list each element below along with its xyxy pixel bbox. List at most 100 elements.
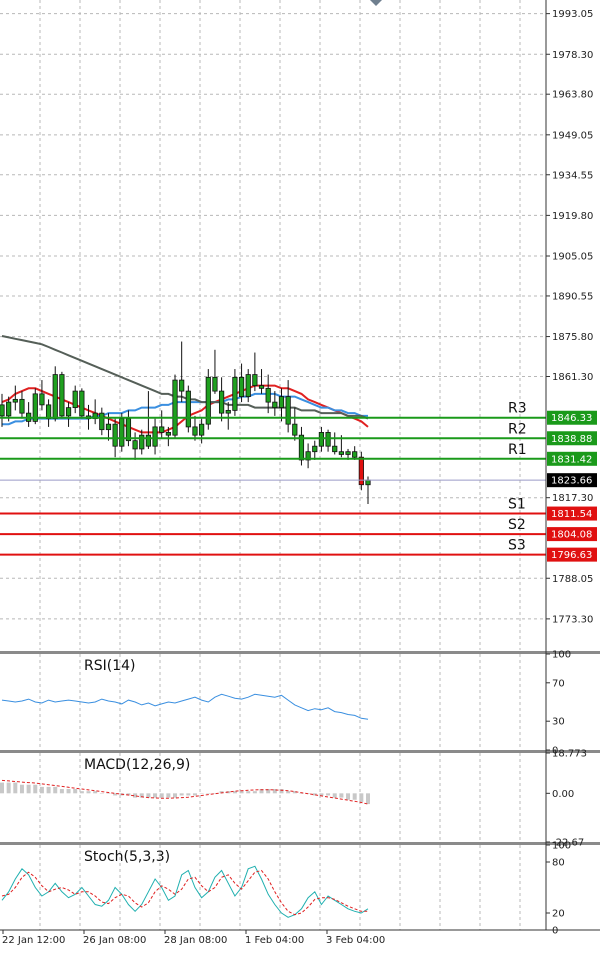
candle-body	[258, 385, 265, 389]
macd-histogram-bar	[292, 791, 297, 794]
candle-body	[265, 387, 271, 403]
macd-histogram-bar	[312, 793, 317, 796]
candle-body	[159, 426, 165, 433]
level-price-tag	[547, 410, 597, 425]
macd-histogram-bar	[46, 786, 51, 794]
y-tick-label: 1905.05	[552, 252, 593, 263]
candle-body	[298, 434, 305, 461]
macd-histogram-bar	[33, 784, 38, 794]
panel-separator	[0, 750, 600, 753]
macd-histogram-bar	[159, 793, 164, 798]
macd-histogram-bar	[232, 791, 237, 794]
candle-body	[318, 432, 325, 447]
candle-body	[212, 376, 218, 392]
candle-body	[12, 398, 18, 403]
macd-histogram-bar	[133, 793, 138, 798]
level-price-tag	[547, 506, 597, 521]
macd-histogram-bar	[86, 791, 91, 794]
macd-histogram-bar	[19, 784, 24, 794]
macd-histogram-bar	[299, 793, 304, 794]
indicator-tick-label: -22.67	[552, 838, 584, 849]
indicator-tick-label: 70	[552, 678, 565, 689]
macd-histogram-bar	[53, 786, 58, 794]
x-tick-label: 26 Jan 08:00	[83, 935, 146, 946]
macd-histogram-bar	[99, 793, 104, 794]
macd-histogram-bar	[326, 793, 331, 796]
candle-body	[278, 396, 285, 409]
indicator-title: Stoch(5,3,3)	[84, 849, 170, 865]
macd-histogram-bar	[0, 782, 4, 794]
y-tick-label: 1993.05	[552, 9, 593, 20]
indicator-line	[1, 869, 368, 916]
candle-body	[345, 451, 351, 455]
macd-histogram-bar	[139, 793, 144, 798]
candle-body	[6, 401, 12, 417]
macd-histogram-bar	[246, 791, 251, 794]
y-tick-label: 1934.55	[552, 170, 593, 181]
macd-histogram-bar	[146, 793, 151, 798]
candle-body	[72, 390, 78, 409]
macd-histogram-bar	[66, 789, 71, 794]
candle-body	[105, 423, 112, 431]
candle-body	[132, 440, 138, 450]
candle-body	[238, 376, 245, 398]
level-name-label: S3	[508, 538, 526, 554]
macd-histogram-bar	[39, 786, 44, 794]
candle-body	[172, 379, 178, 436]
macd-histogram-bar	[113, 793, 118, 796]
candle-body	[252, 374, 258, 386]
macd-histogram-bar	[332, 793, 337, 798]
y-tick-label: 1875.80	[552, 332, 593, 343]
candle-body	[205, 376, 211, 425]
macd-histogram-bar	[59, 789, 64, 794]
macd-histogram-bar	[79, 791, 84, 794]
candle-body	[358, 456, 364, 486]
y-tick-label: 1817.30	[552, 493, 593, 504]
indicator-line	[1, 865, 369, 918]
macd-histogram-bar	[13, 782, 18, 794]
candle-body	[45, 404, 52, 420]
panel-separator	[0, 842, 600, 845]
candle-body	[305, 451, 311, 461]
candle-body	[192, 426, 198, 436]
y-tick-label: 1978.30	[552, 50, 593, 61]
candle-body	[39, 393, 45, 406]
macd-histogram-bar	[73, 789, 78, 794]
candle-body	[332, 445, 338, 453]
level-name-label: S2	[508, 517, 526, 533]
macd-histogram-bar	[206, 793, 211, 794]
macd-histogram-bar	[272, 789, 277, 794]
candle-body	[145, 434, 151, 447]
candle-body	[19, 398, 25, 414]
indicator-tick-label: 0	[552, 926, 558, 937]
candle-body	[185, 390, 191, 428]
level-price-label: 1796.63	[551, 550, 592, 561]
macd-histogram-bar	[153, 793, 158, 798]
candle-body	[59, 374, 65, 417]
level-price-label: 1811.54	[551, 509, 592, 520]
macd-histogram-bar	[166, 793, 171, 798]
candle-body	[152, 426, 158, 447]
candle-body	[165, 432, 171, 436]
candle-body	[312, 445, 318, 453]
indicator-tick-label: 0	[552, 746, 558, 757]
candle-body	[225, 409, 231, 414]
macd-histogram-bar	[286, 791, 291, 794]
candle-body	[325, 432, 331, 447]
indicator-tick-label: 20	[552, 909, 565, 920]
indicator-title: RSI(14)	[84, 658, 135, 674]
indicator-title: MACD(12,26,9)	[84, 757, 190, 773]
candle-body	[218, 390, 225, 414]
macd-histogram-bar	[266, 789, 271, 794]
x-tick-label: 3 Feb 04:00	[326, 935, 385, 946]
current-price-label: 1823.66	[551, 476, 592, 487]
macd-histogram-bar	[259, 789, 264, 794]
level-price-tag	[547, 431, 597, 446]
candle-body	[79, 390, 85, 417]
candle-body	[272, 401, 278, 409]
candle-body	[52, 374, 58, 420]
macd-histogram-bar	[179, 793, 184, 796]
candle-body	[99, 412, 105, 431]
candle-body	[292, 423, 298, 436]
